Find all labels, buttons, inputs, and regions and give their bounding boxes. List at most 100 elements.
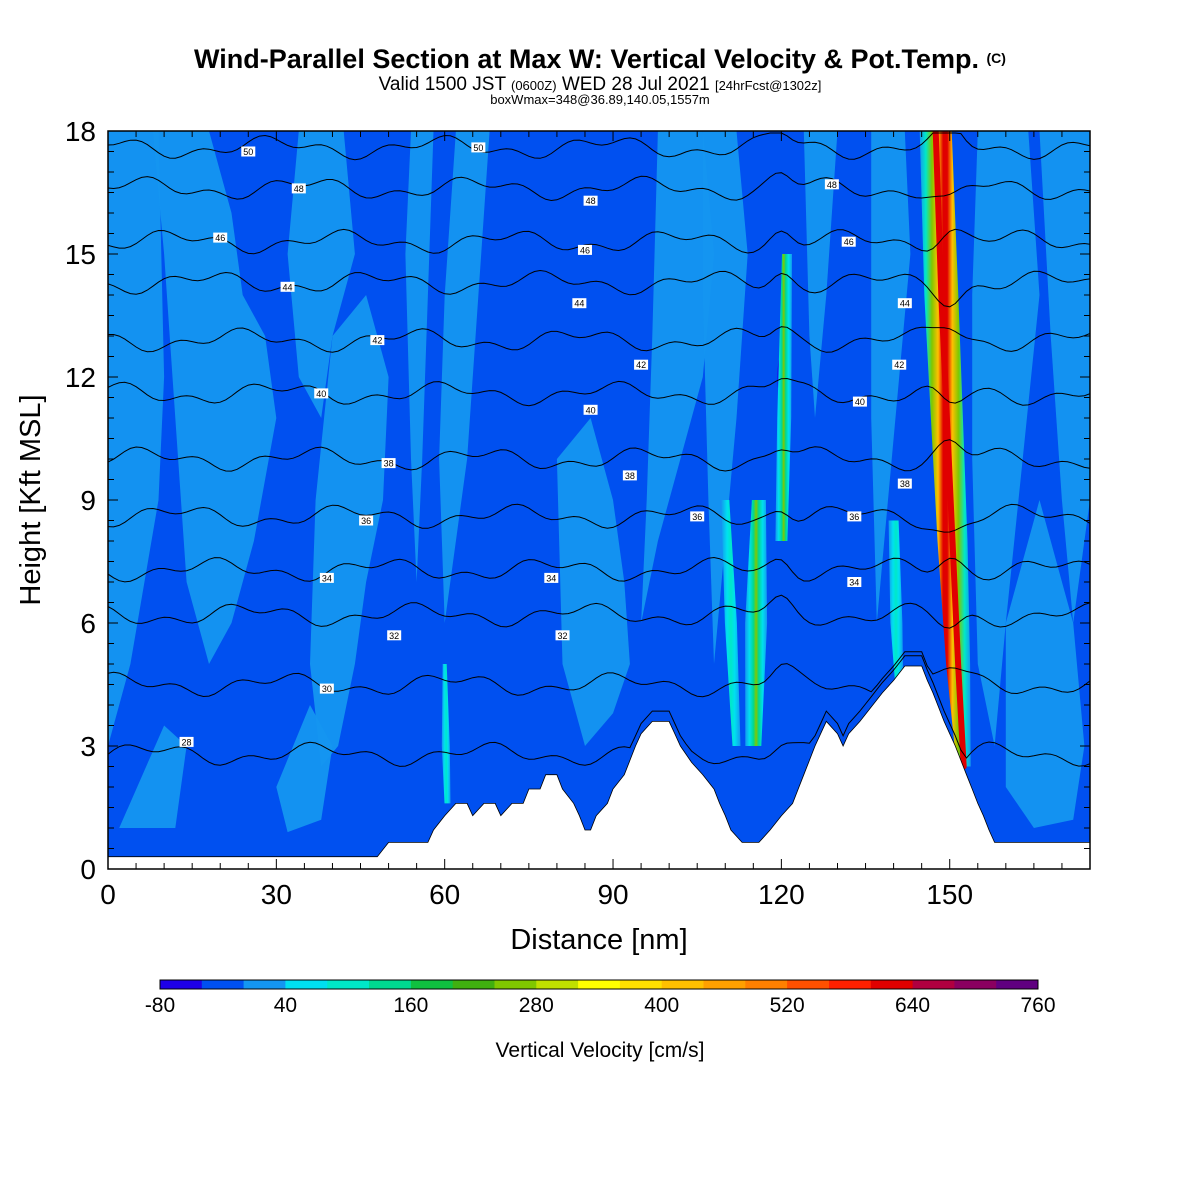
contour-label-box [852,396,867,407]
contour-label: 46 [844,237,854,247]
contour-label: 38 [625,471,635,481]
contour-label: 36 [692,512,702,522]
contour-label-box [381,458,396,469]
contour-label: 36 [849,512,859,522]
theta-contour-46 [108,228,1090,255]
contour-label-box [572,298,587,309]
x-tick-label: 30 [261,879,292,910]
contour-label-box [555,630,570,641]
valid-date: WED 28 Jul 2021 [561,74,710,95]
colorbar-swatch [578,980,621,989]
contour-label: 50 [473,143,483,153]
y-tick-label: 0 [80,854,96,885]
colorbar-swatch [327,980,370,989]
colorbar-swatch [829,980,872,989]
contour-label-box [314,388,329,399]
contour-label-box [319,683,334,694]
colorbar-tick-label: 400 [644,994,679,1017]
contour-label-box [241,146,256,157]
terrain [108,665,1090,869]
contour-label: 40 [855,397,865,407]
contour-label: 48 [294,184,304,194]
x-axis-title: Distance [nm] [510,924,687,956]
contour-label: 44 [283,282,293,292]
contour-label: 32 [389,631,399,641]
chart-title: Wind-Parallel Section at Max W: Vertical… [0,44,1200,75]
contour-label-box [577,244,592,255]
y-axis-title: Height [Kft MSL] [15,394,47,605]
valid-time-utc: (0600Z) [511,78,557,93]
y-tick-label: 3 [80,731,96,762]
light-plume-12 [1039,131,1090,623]
contour-label-box [622,470,637,481]
light-plume-2 [287,131,355,418]
colorbar-swatch [285,980,328,989]
light-plume-11 [972,131,1040,746]
contour-label: 28 [182,737,192,747]
contour-label-box [280,281,295,292]
colorbar-frame [159,979,1039,990]
contour-label-box [690,511,705,522]
contour-label-box [583,404,598,415]
contour-label-box [847,511,862,522]
contour-label-box [634,359,649,370]
colorbar-swatch [745,980,788,989]
contour-label: 48 [586,196,596,206]
updraft-core-60nm [441,664,451,804]
colorbar-title: Vertical Velocity [cm/s] [496,1039,705,1062]
contour-label: 34 [322,573,332,583]
light-plume-10 [871,131,911,623]
colorbar-tick-label: 40 [274,994,297,1017]
contour-label: 50 [243,147,253,157]
contour-label: 36 [361,516,371,526]
contour-label: 42 [636,360,646,370]
contour-label: 40 [316,389,326,399]
forecast-info: [24hrFcst@1302z] [714,78,822,93]
light-plume-13 [1005,500,1085,828]
light-plume-1 [152,131,277,664]
contour-label: 46 [215,233,225,243]
light-plume-0 [108,131,165,746]
colorbar-swatch [452,980,495,989]
updraft-core-120nm [775,254,792,541]
contour-label-box [824,179,839,190]
x-tick-label: 90 [597,879,628,910]
contour-label: 44 [900,299,910,309]
colorbar-swatch [787,980,830,989]
contour-label-box [544,572,559,583]
colorbar-swatch [619,980,663,989]
contour-label: 32 [558,631,568,641]
copyright-mark: (C) [986,50,1006,66]
colorbar-swatch [912,980,955,989]
updraft-core-max-line [932,131,967,770]
colorbar-swatch [703,980,746,989]
x-tick-label: 120 [758,879,805,910]
x-tick-label: 150 [926,879,973,910]
valid-time-jst: Valid 1500 JST [378,74,506,95]
theta-contour-50 [108,132,1090,161]
contour-label-box [897,298,912,309]
contour-label-box [370,335,385,346]
colorbar-swatch [536,980,579,989]
chart-title-text: Wind-Parallel Section at Max W: Vertical… [194,44,979,74]
contour-label: 30 [322,684,332,694]
contour-label-box [179,736,194,747]
colorbar-swatch [494,980,537,989]
contour-label: 34 [546,573,556,583]
colorbar-swatch [661,980,704,989]
contour-label-box [387,630,402,641]
light-plume-14 [119,725,187,828]
contour-label: 46 [580,245,590,255]
theta-contour-40 [108,377,1090,407]
contour-label-box [841,236,856,247]
colorbar-swatch [870,980,914,989]
light-plume-8 [702,131,748,664]
y-tick-label: 18 [65,116,96,147]
updraft-core-140nm [888,520,904,685]
contour-label: 42 [894,360,904,370]
contour-label: 42 [372,336,382,346]
colorbar-swatch [996,980,1039,989]
colorbar-tick-label: -80 [145,994,175,1017]
x-tick-label: 0 [100,879,116,910]
